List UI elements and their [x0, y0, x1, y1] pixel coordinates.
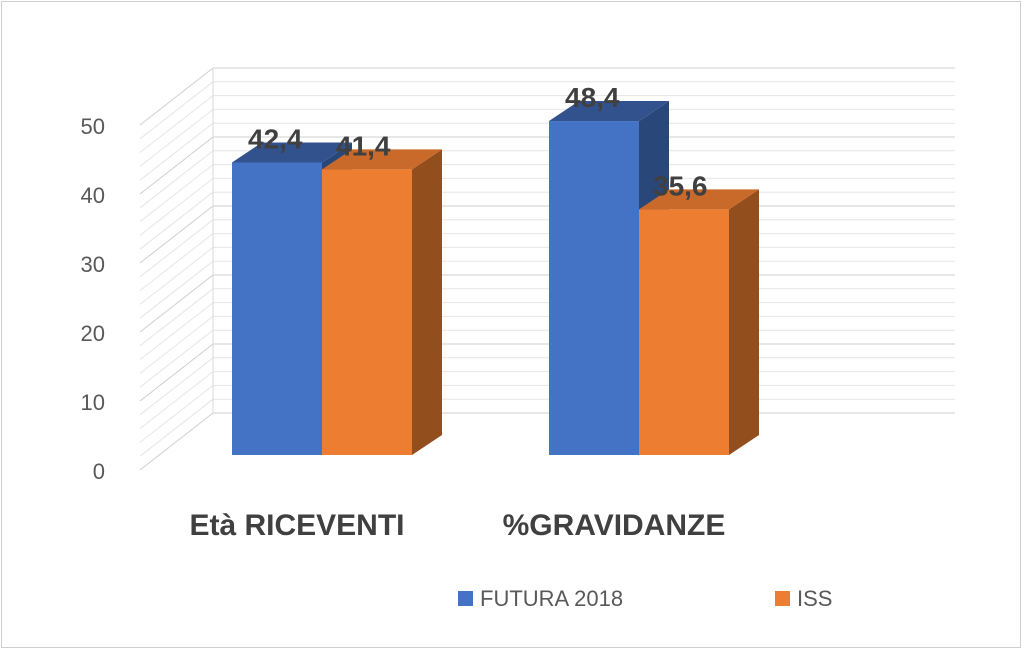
bar-front	[549, 121, 639, 455]
side-gridline	[139, 247, 214, 305]
legend-swatch	[775, 591, 790, 606]
bar-front	[322, 169, 412, 455]
data-label: 42,4	[248, 123, 303, 154]
side-gridline	[139, 357, 214, 416]
y-tick-label: 10	[81, 390, 105, 415]
bar-side	[729, 189, 759, 456]
category-label: %GRAVIDANZE	[503, 509, 726, 542]
bar-iss-1	[639, 189, 759, 456]
legend-item: FUTURA 2018	[458, 586, 623, 611]
side-gridline	[139, 67, 214, 126]
side-gridline	[139, 122, 214, 181]
y-tick-label: 30	[81, 252, 105, 277]
side-gridline	[139, 219, 214, 278]
y-tick-label: 0	[93, 459, 105, 484]
side-gridline	[139, 95, 214, 153]
side-gridline	[139, 412, 214, 471]
bars	[232, 101, 759, 456]
legend-swatch	[458, 591, 473, 606]
side-gridline	[139, 316, 214, 374]
side-gridline	[139, 398, 214, 457]
side-gridline	[139, 191, 214, 250]
side-gridline	[139, 371, 214, 429]
side-gridline	[139, 233, 214, 291]
side-gridline	[139, 343, 214, 402]
y-tick-label: 40	[81, 183, 105, 208]
data-label: 41,4	[336, 130, 391, 161]
bar-front	[639, 209, 729, 455]
legend-label: FUTURA 2018	[480, 586, 623, 611]
side-gridline	[139, 385, 214, 443]
data-label: 35,6	[653, 170, 708, 201]
legend-item: ISS	[775, 586, 832, 611]
y-tick-label: 20	[81, 321, 105, 346]
side-gridline	[139, 109, 214, 167]
side-gridline	[139, 302, 214, 360]
category-label: Età RICEVENTI	[189, 509, 404, 542]
side-gridline	[139, 274, 214, 333]
bar-top	[232, 142, 352, 163]
data-label: 48,4	[565, 82, 620, 113]
legend-label: ISS	[797, 586, 832, 611]
data-labels: 42,4 41,4 48,4 35,6	[248, 82, 708, 201]
side-gridline	[139, 150, 214, 209]
legend: FUTURA 2018 ISS	[458, 586, 832, 611]
bar-top	[639, 189, 759, 210]
bar-side	[412, 149, 442, 455]
side-gridline	[139, 205, 214, 264]
bar-top	[549, 101, 669, 122]
y-axis-ticks: 0 10 20 30 40 50	[81, 114, 105, 484]
side-gridline	[139, 136, 214, 195]
side-gridline	[139, 178, 214, 236]
bar-iss-0	[322, 149, 442, 455]
side-gridline	[139, 260, 214, 319]
side-gridline	[139, 288, 214, 347]
x-axis-categories: Età RICEVENTI %GRAVIDANZE	[189, 509, 725, 542]
side-gridline	[139, 81, 214, 140]
side-gridline	[139, 164, 214, 222]
bar-top	[322, 149, 442, 170]
bar-front	[232, 162, 322, 455]
side-gridline	[139, 329, 214, 388]
y-tick-label: 50	[81, 114, 105, 139]
